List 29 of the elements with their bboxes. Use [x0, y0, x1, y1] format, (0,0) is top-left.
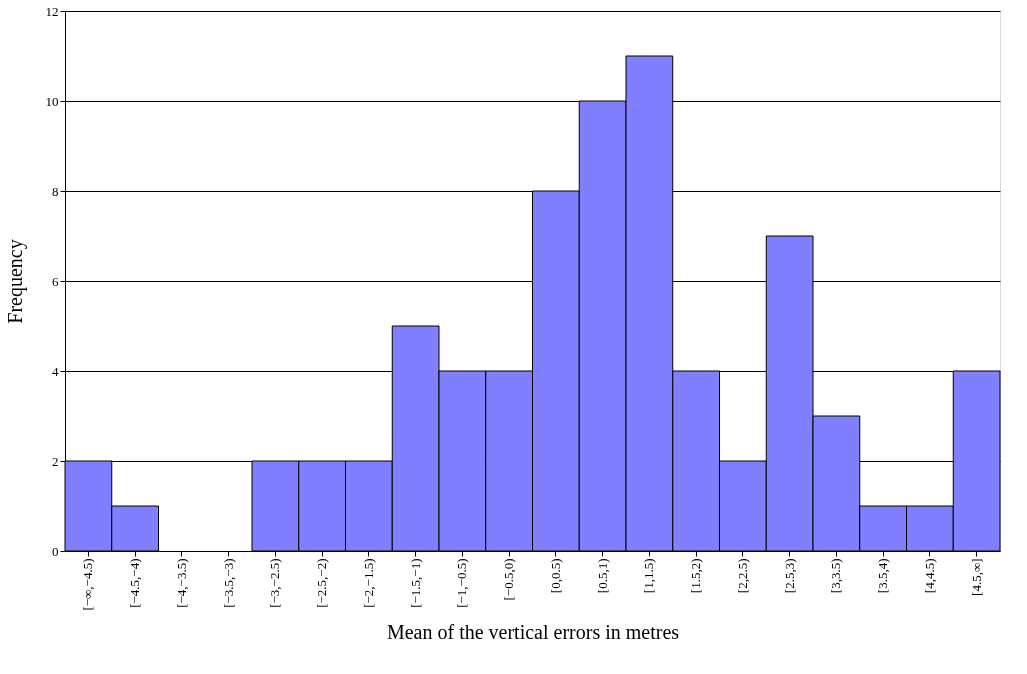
x-tick-label: [−3,−2.5)	[267, 558, 283, 608]
y-axis-title: Frequency	[3, 239, 27, 324]
y-tick-label: 4	[52, 363, 59, 379]
x-tick-label: [−1,−0.5)	[454, 558, 470, 608]
x-tick-label: [−3.5,−3)	[220, 558, 236, 608]
x-tick-label: [0,0.5)	[547, 558, 563, 594]
x-tick-label: [−2,−1.5)	[360, 558, 376, 608]
x-tick-label: [−4.5,−4)	[127, 558, 143, 608]
x-tick-label: [2.5,3)	[781, 558, 797, 594]
x-tick-label: [0.5,1)	[594, 558, 610, 594]
y-tick-label: 8	[52, 183, 59, 199]
x-tick-label: [4.5,∞]	[968, 558, 984, 596]
x-axis-title: Mean of the vertical errors in metres	[386, 620, 680, 643]
y-tick-label: 12	[45, 3, 59, 19]
x-tick-label: [−∞,−4.5)	[80, 558, 96, 611]
x-tick-label: [3,3.5)	[828, 558, 844, 594]
x-tick-label: [−1.5,−1)	[407, 558, 423, 608]
y-tick-label: 2	[52, 453, 59, 469]
x-tick-label: [−4,−3.5)	[173, 558, 189, 608]
x-tick-label: [3.5,4)	[875, 558, 891, 594]
x-tick-label: [−0.5,0)	[501, 558, 517, 601]
y-tick-label: 10	[45, 93, 59, 109]
x-tick-label: [2,2.5)	[734, 558, 750, 594]
x-tick-label: [4,4.5)	[921, 558, 937, 594]
x-tick-label: [−2.5,−2)	[314, 558, 330, 608]
y-tick-label: 6	[52, 273, 59, 289]
y-tick-label: 0	[52, 543, 59, 559]
x-tick-label: [1,1.5)	[641, 558, 657, 594]
x-tick-label: [1.5,2)	[688, 558, 704, 594]
